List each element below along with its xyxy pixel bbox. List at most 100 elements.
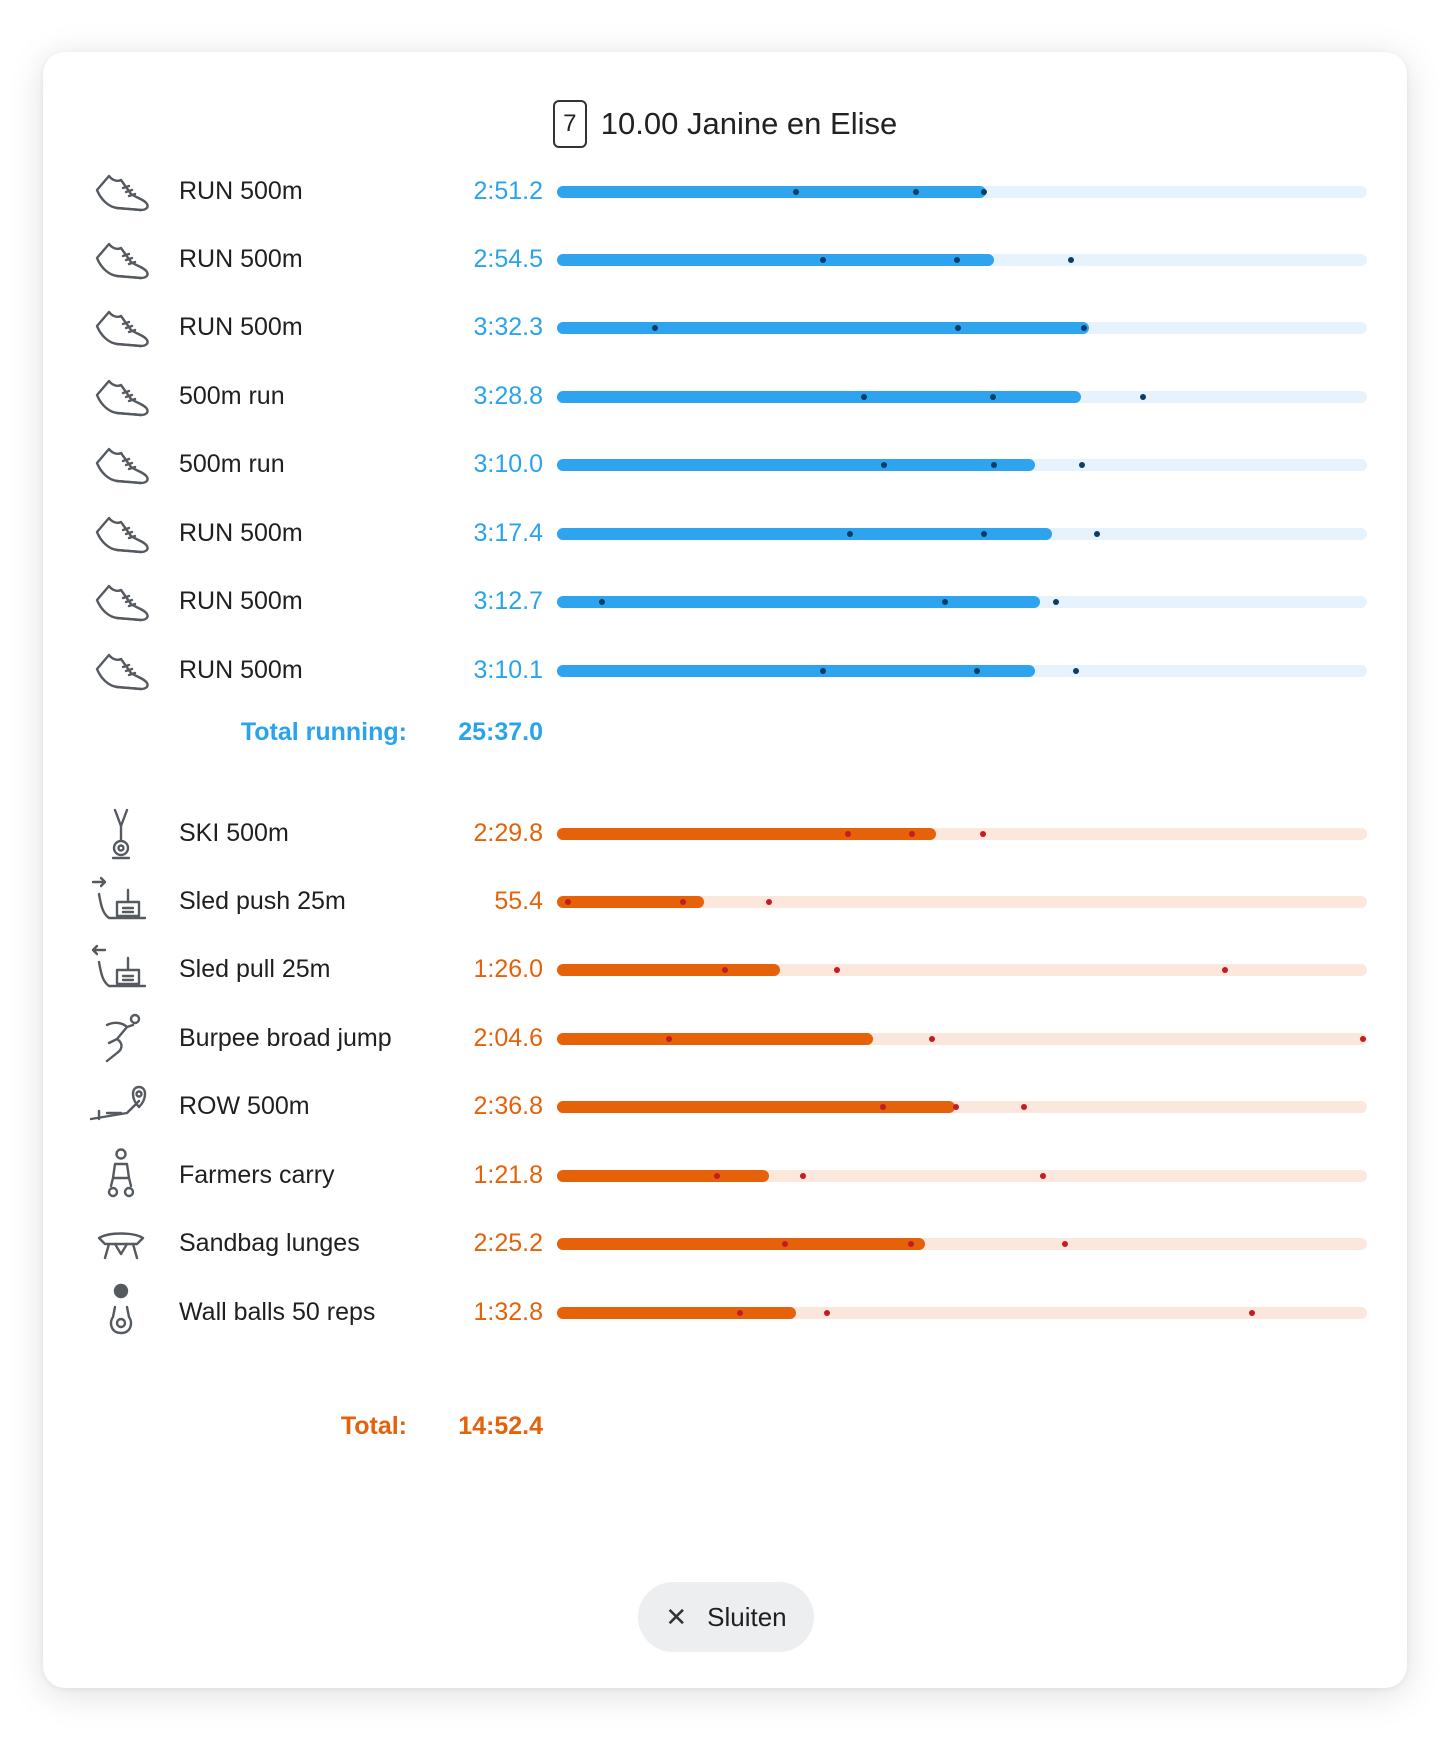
team-title: 10.00 Janine en Elise — [600, 106, 898, 141]
progress-track — [557, 1033, 1367, 1045]
comparison-marker — [819, 257, 826, 263]
split-label: Sandbag lunges — [179, 1229, 360, 1257]
comparison-marker — [1094, 531, 1101, 537]
sled-pull-icon — [87, 940, 157, 1000]
sled-push-icon — [87, 872, 157, 932]
running-shoe-icon — [87, 298, 157, 358]
comparison-marker — [980, 531, 987, 537]
comparison-marker — [990, 462, 997, 468]
split-label: Burpee broad jump — [179, 1024, 392, 1052]
split-time: 2:54.5 — [473, 245, 543, 273]
run-split-row: RUN 500m 3:17.4 — [43, 504, 1407, 564]
split-label: Farmers carry — [179, 1161, 335, 1189]
comparison-marker — [907, 1241, 914, 1247]
stations-total-row: Total: 14:52.4 — [43, 1406, 1407, 1446]
skierg-icon — [87, 804, 157, 864]
split-label: RUN 500m — [179, 313, 303, 341]
running-shoe-icon — [87, 572, 157, 632]
split-time: 1:32.8 — [473, 1298, 543, 1326]
split-label: 500m run — [179, 450, 285, 478]
comparison-marker — [881, 462, 888, 468]
farmers-carry-icon — [87, 1146, 157, 1206]
comparison-marker — [1222, 967, 1229, 973]
rower-icon — [87, 1077, 157, 1137]
split-time: 3:28.8 — [473, 382, 543, 410]
comparison-marker — [782, 1241, 789, 1247]
progress-track — [557, 828, 1367, 840]
burpee-broad-jump-icon — [87, 1009, 157, 1069]
split-label: RUN 500m — [179, 245, 303, 273]
results-dialog: 7 10.00 Janine en Elise RUN 500m 2:51.2 RU… — [43, 52, 1407, 1688]
progress-fill — [557, 186, 987, 198]
split-label: ROW 500m — [179, 1092, 310, 1120]
comparison-marker — [820, 668, 827, 674]
progress-track — [557, 186, 1367, 198]
close-button[interactable]: ✕ Sluiten — [638, 1582, 814, 1652]
split-label: RUN 500m — [179, 519, 303, 547]
run-split-row: RUN 500m 3:10.1 — [43, 641, 1407, 701]
running-shoe-icon — [87, 162, 157, 222]
running-shoe-icon — [87, 230, 157, 290]
wall-ball-icon — [87, 1283, 157, 1343]
progress-fill — [557, 391, 1082, 403]
comparison-marker — [912, 189, 919, 195]
running-shoe-icon — [87, 435, 157, 495]
comparison-marker — [1080, 325, 1087, 331]
station-split-row: Wall balls 50 reps 1:32.8 — [43, 1283, 1407, 1343]
comparison-marker — [1021, 1104, 1028, 1110]
progress-fill — [557, 322, 1090, 334]
run-split-row: RUN 500m 3:32.3 — [43, 298, 1407, 358]
comparison-marker — [973, 668, 980, 674]
comparison-marker — [834, 967, 841, 973]
progress-fill — [557, 1307, 796, 1319]
split-time: 55.4 — [494, 887, 543, 915]
run-split-row: RUN 500m 2:54.5 — [43, 230, 1407, 290]
station-split-row: SKI 500m 2:29.8 — [43, 804, 1407, 864]
progress-track — [557, 254, 1367, 266]
progress-track — [557, 322, 1367, 334]
progress-track — [557, 896, 1367, 908]
progress-fill — [557, 828, 937, 840]
comparison-marker — [844, 831, 851, 837]
comparison-marker — [713, 1173, 720, 1179]
running-total-row: Total running: 25:37.0 — [43, 712, 1407, 752]
split-time: 3:10.1 — [473, 656, 543, 684]
comparison-marker — [823, 1310, 830, 1316]
progress-fill — [557, 1238, 925, 1250]
comparison-marker — [941, 599, 948, 605]
progress-fill — [557, 596, 1040, 608]
comparison-marker — [1068, 257, 1075, 263]
station-split-row: ROW 500m 2:36.8 — [43, 1077, 1407, 1137]
comparison-marker — [1359, 1036, 1366, 1042]
progress-track — [557, 459, 1367, 471]
comparison-marker — [1052, 599, 1059, 605]
split-label: SKI 500m — [179, 819, 289, 847]
split-label: 500m run — [179, 382, 285, 410]
progress-fill — [557, 254, 995, 266]
split-time: 3:17.4 — [473, 519, 543, 547]
dialog-title: 7 10.00 Janine en Elise — [43, 100, 1407, 148]
run-split-row: 500m run 3:10.0 — [43, 435, 1407, 495]
split-time: 2:36.8 — [473, 1092, 543, 1120]
comparison-marker — [665, 1036, 672, 1042]
comparison-marker — [980, 831, 987, 837]
comparison-marker — [737, 1310, 744, 1316]
comparison-marker — [954, 325, 961, 331]
progress-fill — [557, 964, 780, 976]
split-time: 2:25.2 — [473, 1229, 543, 1257]
split-label: Sled pull 25m — [179, 955, 331, 983]
progress-track — [557, 1170, 1367, 1182]
progress-track — [557, 1238, 1367, 1250]
comparison-marker — [952, 1104, 959, 1110]
running-total-label: Total running: — [240, 718, 407, 746]
progress-fill — [557, 1170, 770, 1182]
split-label: Sled push 25m — [179, 887, 346, 915]
stations-total-label: Total: — [340, 1412, 407, 1440]
split-time: 1:26.0 — [473, 955, 543, 983]
comparison-marker — [766, 899, 773, 905]
progress-fill — [557, 459, 1035, 471]
progress-fill — [557, 1033, 873, 1045]
comparison-marker — [564, 899, 571, 905]
comparison-marker — [908, 831, 915, 837]
progress-fill — [557, 665, 1035, 677]
